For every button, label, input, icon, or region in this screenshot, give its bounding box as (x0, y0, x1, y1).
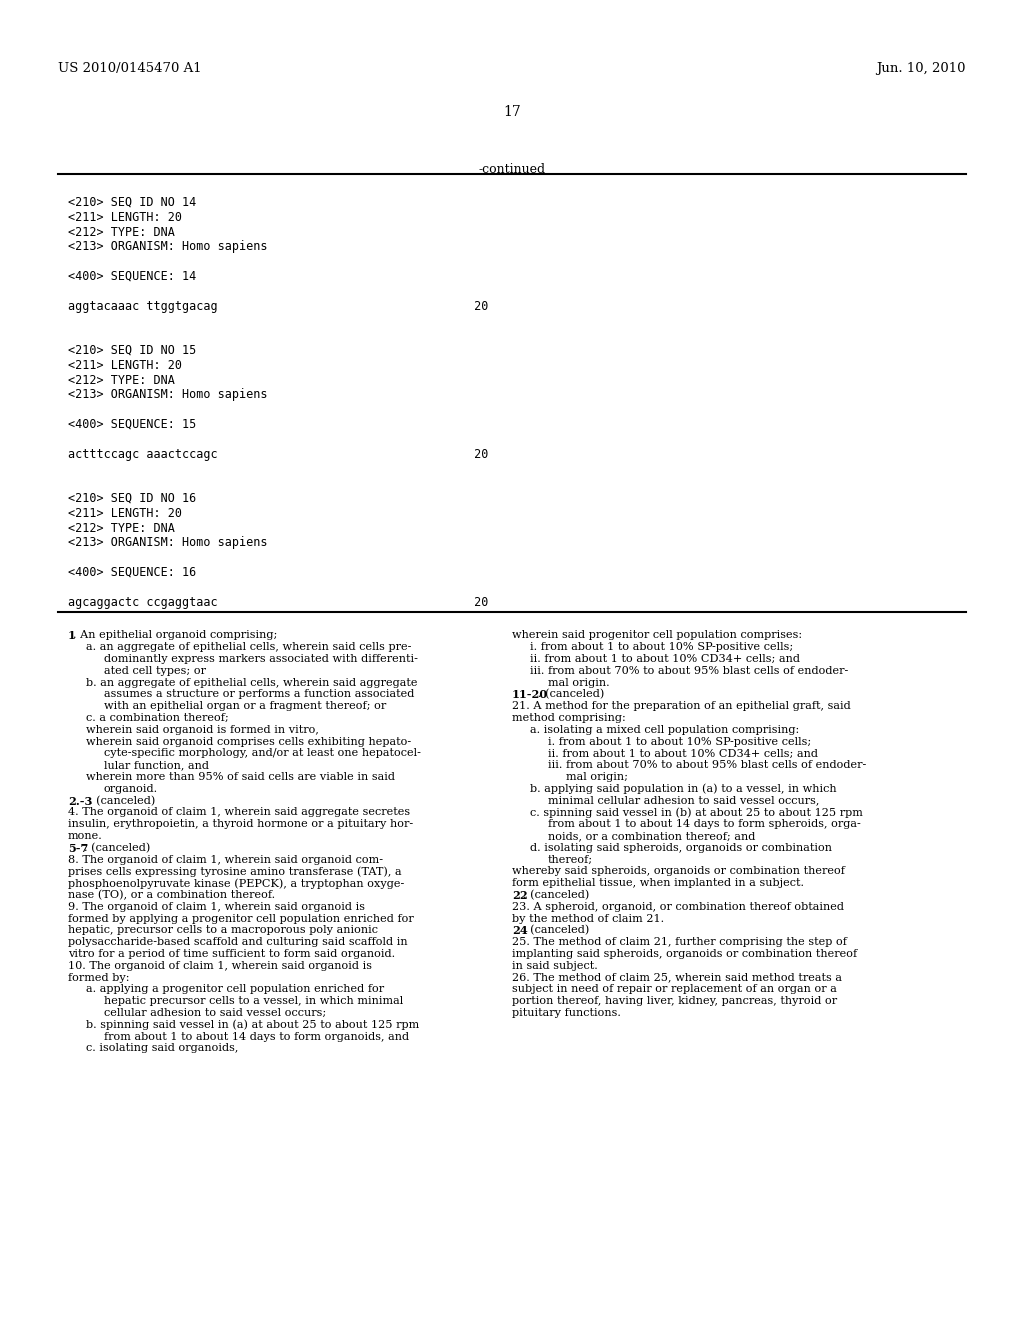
Text: polysaccharide-based scaffold and culturing said scaffold in: polysaccharide-based scaffold and cultur… (68, 937, 408, 948)
Text: a. an aggregate of epithelial cells, wherein said cells pre-: a. an aggregate of epithelial cells, whe… (86, 643, 412, 652)
Text: iii. from about 70% to about 95% blast cells of endoder-: iii. from about 70% to about 95% blast c… (548, 760, 866, 770)
Text: organoid.: organoid. (104, 784, 158, 793)
Text: . (canceled): . (canceled) (522, 925, 589, 936)
Text: in said subject.: in said subject. (512, 961, 598, 970)
Text: <400> SEQUENCE: 14: <400> SEQUENCE: 14 (68, 271, 197, 282)
Text: ii. from about 1 to about 10% CD34+ cells; and: ii. from about 1 to about 10% CD34+ cell… (530, 653, 800, 664)
Text: insulin, erythropoietin, a thyroid hormone or a pituitary hor-: insulin, erythropoietin, a thyroid hormo… (68, 820, 413, 829)
Text: Jun. 10, 2010: Jun. 10, 2010 (877, 62, 966, 75)
Text: 21. A method for the preparation of an epithelial graft, said: 21. A method for the preparation of an e… (512, 701, 851, 711)
Text: noids, or a combination thereof; and: noids, or a combination thereof; and (548, 832, 756, 841)
Text: US 2010/0145470 A1: US 2010/0145470 A1 (58, 62, 202, 75)
Text: <213> ORGANISM: Homo sapiens: <213> ORGANISM: Homo sapiens (68, 240, 267, 253)
Text: <210> SEQ ID NO 14: <210> SEQ ID NO 14 (68, 195, 197, 209)
Text: ii. from about 1 to about 10% CD34+ cells; and: ii. from about 1 to about 10% CD34+ cell… (548, 748, 818, 759)
Text: 22: 22 (512, 890, 527, 902)
Text: pituitary functions.: pituitary functions. (512, 1008, 621, 1018)
Text: method comprising:: method comprising: (512, 713, 626, 723)
Text: 25. The method of claim 21, further comprising the step of: 25. The method of claim 21, further comp… (512, 937, 847, 948)
Text: 4. The organoid of claim 1, wherein said aggregate secretes: 4. The organoid of claim 1, wherein said… (68, 808, 411, 817)
Text: mal origin.: mal origin. (548, 677, 609, 688)
Text: hepatic, precursor cells to a macroporous poly anionic: hepatic, precursor cells to a macroporou… (68, 925, 378, 936)
Text: . (canceled): . (canceled) (522, 890, 589, 900)
Text: lular function, and: lular function, and (104, 760, 209, 770)
Text: wherein said progenitor cell population comprises:: wherein said progenitor cell population … (512, 631, 802, 640)
Text: formed by applying a progenitor cell population enriched for: formed by applying a progenitor cell pop… (68, 913, 414, 924)
Text: <211> LENGTH: 20: <211> LENGTH: 20 (68, 359, 182, 372)
Text: subject in need of repair or replacement of an organ or a: subject in need of repair or replacement… (512, 985, 837, 994)
Text: b. an aggregate of epithelial cells, wherein said aggregate: b. an aggregate of epithelial cells, whe… (86, 677, 418, 688)
Text: -continued: -continued (478, 162, 546, 176)
Text: . (canceled): . (canceled) (89, 796, 156, 807)
Text: 11-20: 11-20 (512, 689, 548, 701)
Text: nase (TO), or a combination thereof.: nase (TO), or a combination thereof. (68, 890, 275, 900)
Text: mal origin;: mal origin; (566, 772, 628, 781)
Text: 1: 1 (68, 631, 76, 642)
Text: 2.-3: 2.-3 (68, 796, 92, 807)
Text: agcaggactc ccgaggtaac                                    20: agcaggactc ccgaggtaac 20 (68, 595, 488, 609)
Text: form epithelial tissue, when implanted in a subject.: form epithelial tissue, when implanted i… (512, 878, 804, 888)
Text: formed by:: formed by: (68, 973, 129, 982)
Text: thereof;: thereof; (548, 854, 593, 865)
Text: i. from about 1 to about 10% SP-positive cells;: i. from about 1 to about 10% SP-positive… (530, 643, 794, 652)
Text: <210> SEQ ID NO 16: <210> SEQ ID NO 16 (68, 492, 197, 506)
Text: ated cell types; or: ated cell types; or (104, 665, 206, 676)
Text: aggtacaaac ttggtgacag                                    20: aggtacaaac ttggtgacag 20 (68, 300, 488, 313)
Text: by the method of claim 21.: by the method of claim 21. (512, 913, 665, 924)
Text: assumes a structure or performs a function associated: assumes a structure or performs a functi… (104, 689, 415, 700)
Text: 24: 24 (512, 925, 527, 936)
Text: 23. A spheroid, organoid, or combination thereof obtained: 23. A spheroid, organoid, or combination… (512, 902, 844, 912)
Text: 5-7: 5-7 (68, 842, 88, 854)
Text: cellular adhesion to said vessel occurs;: cellular adhesion to said vessel occurs; (104, 1008, 327, 1018)
Text: <210> SEQ ID NO 15: <210> SEQ ID NO 15 (68, 345, 197, 356)
Text: 8. The organoid of claim 1, wherein said organoid com-: 8. The organoid of claim 1, wherein said… (68, 854, 383, 865)
Text: from about 1 to about 14 days to form organoids, and: from about 1 to about 14 days to form or… (104, 1032, 410, 1041)
Text: whereby said spheroids, organoids or combination thereof: whereby said spheroids, organoids or com… (512, 866, 845, 876)
Text: d. isolating said spheroids, organoids or combination: d. isolating said spheroids, organoids o… (530, 842, 831, 853)
Text: <212> TYPE: DNA: <212> TYPE: DNA (68, 521, 175, 535)
Text: prises cells expressing tyrosine amino transferase (TAT), a: prises cells expressing tyrosine amino t… (68, 866, 401, 876)
Text: . (canceled): . (canceled) (84, 842, 151, 853)
Text: b. applying said population in (a) to a vessel, in which: b. applying said population in (a) to a … (530, 784, 837, 795)
Text: <400> SEQUENCE: 16: <400> SEQUENCE: 16 (68, 566, 197, 579)
Text: c. spinning said vessel in (b) at about 25 to about 125 rpm: c. spinning said vessel in (b) at about … (530, 808, 863, 818)
Text: 9. The organoid of claim 1, wherein said organoid is: 9. The organoid of claim 1, wherein said… (68, 902, 365, 912)
Text: c. isolating said organoids,: c. isolating said organoids, (86, 1043, 239, 1053)
Text: hepatic precursor cells to a vessel, in which minimal: hepatic precursor cells to a vessel, in … (104, 997, 403, 1006)
Text: actttccagc aaactccagc                                    20: actttccagc aaactccagc 20 (68, 447, 488, 461)
Text: <211> LENGTH: 20: <211> LENGTH: 20 (68, 507, 182, 520)
Text: <213> ORGANISM: Homo sapiens: <213> ORGANISM: Homo sapiens (68, 536, 267, 549)
Text: <213> ORGANISM: Homo sapiens: <213> ORGANISM: Homo sapiens (68, 388, 267, 401)
Text: mone.: mone. (68, 832, 102, 841)
Text: a. isolating a mixed cell population comprising:: a. isolating a mixed cell population com… (530, 725, 800, 735)
Text: . An epithelial organoid comprising;: . An epithelial organoid comprising; (74, 631, 278, 640)
Text: with an epithelial organ or a fragment thereof; or: with an epithelial organ or a fragment t… (104, 701, 386, 711)
Text: cyte-specific morphology, and/or at least one hepatocel-: cyte-specific morphology, and/or at leas… (104, 748, 421, 759)
Text: 17: 17 (503, 106, 521, 119)
Text: wherein said organoid is formed in vitro,: wherein said organoid is formed in vitro… (86, 725, 318, 735)
Text: iii. from about 70% to about 95% blast cells of endoder-: iii. from about 70% to about 95% blast c… (530, 665, 848, 676)
Text: implanting said spheroids, organoids or combination thereof: implanting said spheroids, organoids or … (512, 949, 857, 960)
Text: <400> SEQUENCE: 15: <400> SEQUENCE: 15 (68, 418, 197, 432)
Text: 10. The organoid of claim 1, wherein said organoid is: 10. The organoid of claim 1, wherein sai… (68, 961, 372, 970)
Text: <212> TYPE: DNA: <212> TYPE: DNA (68, 374, 175, 387)
Text: . (canceled): . (canceled) (539, 689, 605, 700)
Text: <211> LENGTH: 20: <211> LENGTH: 20 (68, 211, 182, 224)
Text: i. from about 1 to about 10% SP-positive cells;: i. from about 1 to about 10% SP-positive… (548, 737, 811, 747)
Text: portion thereof, having liver, kidney, pancreas, thyroid or: portion thereof, having liver, kidney, p… (512, 997, 838, 1006)
Text: wherein more than 95% of said cells are viable in said: wherein more than 95% of said cells are … (86, 772, 395, 781)
Text: <212> TYPE: DNA: <212> TYPE: DNA (68, 226, 175, 239)
Text: phosphoenolpyruvate kinase (PEPCK), a tryptophan oxyge-: phosphoenolpyruvate kinase (PEPCK), a tr… (68, 878, 404, 888)
Text: b. spinning said vessel in (a) at about 25 to about 125 rpm: b. spinning said vessel in (a) at about … (86, 1020, 419, 1031)
Text: a. applying a progenitor cell population enriched for: a. applying a progenitor cell population… (86, 985, 384, 994)
Text: c. a combination thereof;: c. a combination thereof; (86, 713, 228, 723)
Text: dominantly express markers associated with differenti-: dominantly express markers associated wi… (104, 653, 418, 664)
Text: 26. The method of claim 25, wherein said method treats a: 26. The method of claim 25, wherein said… (512, 973, 842, 982)
Text: wherein said organoid comprises cells exhibiting hepato-: wherein said organoid comprises cells ex… (86, 737, 411, 747)
Text: from about 1 to about 14 days to form spheroids, orga-: from about 1 to about 14 days to form sp… (548, 820, 861, 829)
Text: minimal cellular adhesion to said vessel occurs,: minimal cellular adhesion to said vessel… (548, 796, 819, 805)
Text: vitro for a period of time sufficient to form said organoid.: vitro for a period of time sufficient to… (68, 949, 395, 960)
